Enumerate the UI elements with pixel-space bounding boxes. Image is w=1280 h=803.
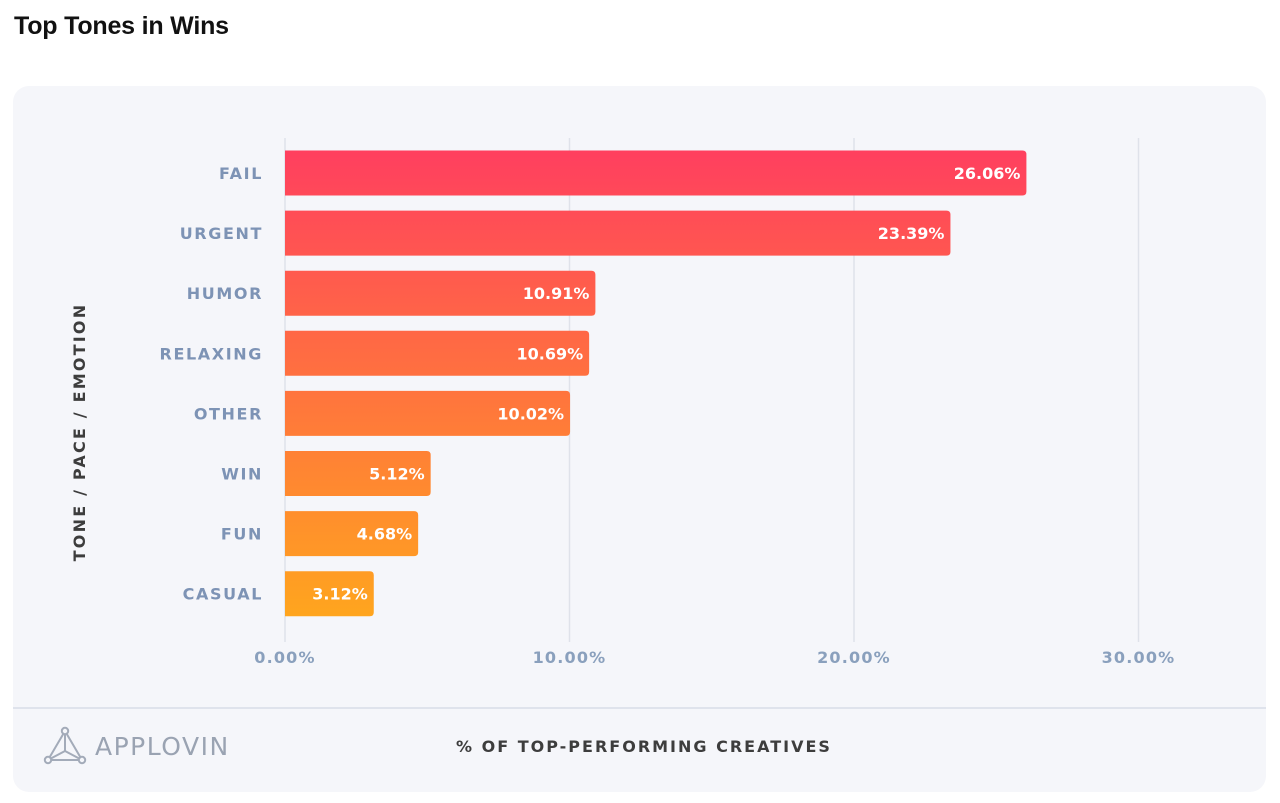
footer-divider xyxy=(13,707,1266,709)
bar-other xyxy=(285,390,571,436)
bar-relaxing xyxy=(285,330,590,376)
y-axis-label: TONE / PACE / EMOTION xyxy=(70,303,89,562)
bar-casual xyxy=(285,571,374,617)
data-label-win: 5.12% xyxy=(369,465,425,484)
category-label-humor: HUMOR xyxy=(187,284,263,303)
category-label-casual: CASUAL xyxy=(183,585,263,604)
bar-fail xyxy=(285,150,1027,196)
category-label-urgent: URGENT xyxy=(180,224,263,243)
bar-win xyxy=(285,451,431,496)
category-label-win: WIN xyxy=(221,465,263,484)
category-label-fail: FAIL xyxy=(219,164,263,183)
bar-fun xyxy=(285,511,419,557)
data-label-fun: 4.68% xyxy=(357,525,413,544)
chart-card: FAIL URGENT HUMOR RELAXING OTHER WIN FUN CASUAL… xyxy=(13,86,1266,792)
x-tick-label: 0.00% xyxy=(254,648,316,667)
category-label-fun: FUN xyxy=(221,525,263,544)
x-tick-label: 20.00% xyxy=(817,648,891,667)
data-label-casual: 3.12% xyxy=(312,585,368,604)
category-label-other: OTHER xyxy=(194,404,263,423)
bar-chart: FAIL URGENT HUMOR RELAXING OTHER WIN FUN CASUAL… xyxy=(70,138,1176,667)
bar-urgent xyxy=(285,210,951,256)
data-label-urgent: 23.39% xyxy=(878,224,945,243)
category-label-relaxing: RELAXING xyxy=(160,344,263,363)
data-label-other: 10.02% xyxy=(497,404,564,423)
brand-name: APPLOVIN xyxy=(95,731,230,761)
page-title: Top Tones in Wins xyxy=(14,12,229,40)
data-label-relaxing: 10.69% xyxy=(516,344,583,363)
bar-humor xyxy=(285,270,596,316)
brand: APPLOVIN xyxy=(43,726,230,766)
data-label-humor: 10.91% xyxy=(523,284,590,303)
x-tick-label: 30.00% xyxy=(1102,648,1176,667)
x-tick-label: 10.00% xyxy=(533,648,607,667)
data-label-fail: 26.06% xyxy=(954,164,1021,183)
applovin-triangle-logo-icon xyxy=(43,726,87,765)
x-axis-label: % OF TOP-PERFORMING CREATIVES xyxy=(456,737,832,756)
